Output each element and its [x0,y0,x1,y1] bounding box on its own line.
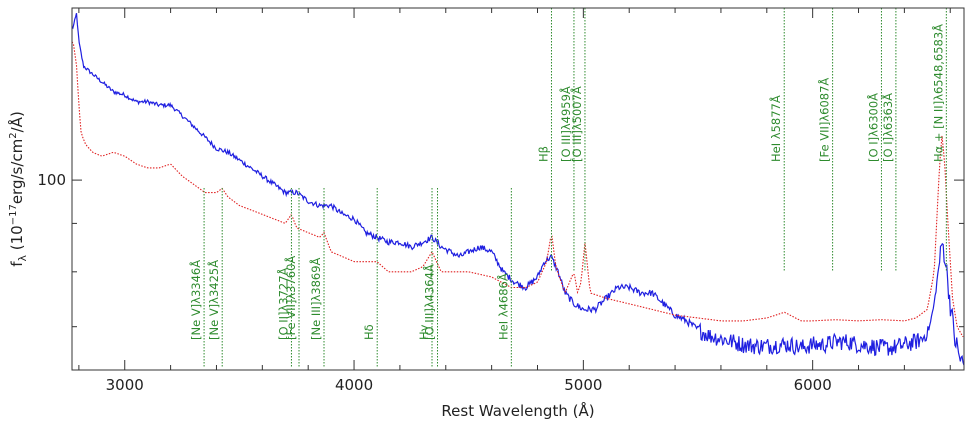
emission-line-label: HeI λ5877Å [768,95,783,162]
y-axis-label-end: /Å) [7,111,26,132]
plot-frame [71,7,965,371]
x-tick-label: 6000 [794,376,832,394]
emission-line-label: [Fe VII]λ3760Å [283,256,298,340]
emission-line-label: [Ne V]λ3346Å [188,260,203,340]
series-layer [71,13,965,366]
series-line-solid-blue [71,13,965,366]
x-axis-label: Rest Wavelength (Å) [441,401,594,420]
x-tick-label: 5000 [564,376,602,394]
y-tick-label: 100 [37,171,66,189]
x-tick-label: 4000 [335,376,373,394]
emission-line-label: [O I]λ6363Å [880,93,895,162]
emission-line-label: [O I]λ6300Å [865,93,880,162]
emission-line-label: [Ne V]λ3425Å [206,260,221,340]
y-axis-label-units-exp: 2 [8,132,19,138]
x-tick-label: 3000 [106,376,144,394]
emission-line-label: [Fe VII]λ6087Å [817,78,832,162]
emission-line-label: Hα + [N II]λ6548,6583Å [930,24,945,162]
y-axis-label-main: f [8,261,26,267]
series-line-dotted-red [71,41,964,338]
y-axis-label: fλ (10−17erg/s/cm2/Å) [7,111,29,267]
emission-line-label: [O III]λ4959Å [558,86,573,162]
axis-layer: 3000 4000 5000 6000 100 [37,8,964,394]
emission-line-label: [O II]λ3727Å [275,267,290,340]
emission-line-label: Hδ [362,324,376,340]
y-axis-label-rest: (10 [8,225,26,255]
emission-line-layer: [Ne V]λ3346Å [Ne V]λ3425Å [O II]λ3727Å[Fe … [188,8,947,368]
y-axis-label-units: erg/s/cm [8,139,26,204]
emission-line-label: Hβ [536,146,550,162]
emission-line-label: HeI λ4686Å [495,273,510,340]
emission-line-label: [O III]λ4364Å [422,264,437,340]
y-axis-label-exp: −17 [8,204,19,225]
emission-line-label: [Ne III]λ3869Å [308,257,323,340]
emission-line-label: Hγ [417,324,431,340]
y-axis-label-sub: λ [16,255,29,262]
emission-line-label: [O III]λ5007Å [569,86,584,162]
